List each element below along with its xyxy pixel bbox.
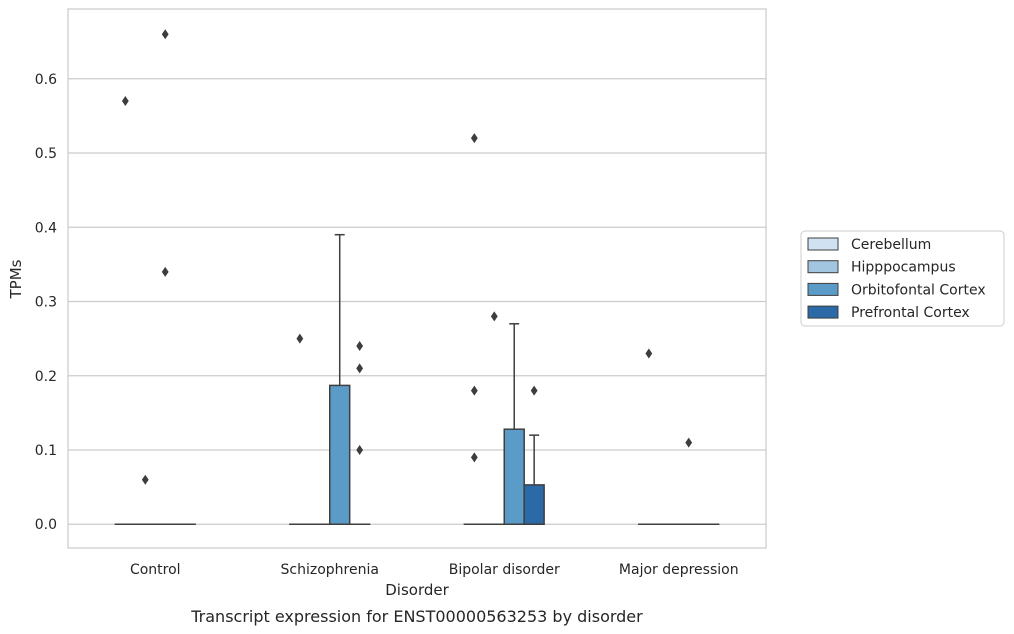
outlier-point bbox=[685, 437, 693, 448]
y-tick-label: 0.1 bbox=[35, 443, 57, 459]
legend-swatch bbox=[807, 305, 839, 319]
box-3-2 bbox=[523, 385, 545, 525]
box-0-2 bbox=[463, 133, 486, 526]
legend-swatch bbox=[807, 237, 839, 251]
legend-swatch bbox=[807, 260, 839, 274]
outlier-point bbox=[356, 341, 364, 352]
outlier-point bbox=[296, 333, 304, 344]
box-body bbox=[523, 484, 545, 525]
outlier-point bbox=[645, 348, 653, 359]
plot-frame bbox=[67, 8, 767, 549]
outlier-point bbox=[356, 445, 364, 455]
box-0-3 bbox=[638, 348, 660, 526]
y-axis-label: TPMs bbox=[7, 259, 25, 299]
outlier-point bbox=[161, 29, 169, 40]
outlier-point bbox=[121, 96, 129, 107]
x-tick-label: Bipolar disorder bbox=[449, 562, 560, 578]
y-tick-label: 0.5 bbox=[35, 146, 57, 162]
legend-frame bbox=[800, 230, 1005, 327]
box-1-0 bbox=[134, 474, 156, 526]
outlier-point bbox=[161, 266, 169, 277]
outlier-point bbox=[356, 363, 364, 374]
outlier-point bbox=[470, 385, 478, 396]
box-body bbox=[503, 428, 525, 525]
box-0-0 bbox=[114, 96, 137, 526]
y-tick-label: 0.6 bbox=[35, 72, 57, 88]
x-axis-label: Disorder bbox=[385, 581, 449, 599]
outlier-point bbox=[530, 385, 538, 396]
x-tick-label: Control bbox=[130, 562, 181, 578]
outlier-point bbox=[470, 452, 478, 463]
box-2-2 bbox=[503, 323, 525, 525]
figure-caption: Transcript expression for ENST0000056325… bbox=[190, 607, 643, 626]
y-axis-ticks: 0.0 0.1 0.2 0.3 0.4 0.5 0.6 bbox=[35, 72, 57, 533]
x-tick-label: Major depression bbox=[619, 562, 739, 578]
outlier-point bbox=[141, 474, 149, 485]
x-axis-ticks: Control Schizophrenia Bipolar disorder Majo… bbox=[130, 562, 739, 578]
y-tick-label: 0.2 bbox=[35, 369, 57, 385]
y-tick-label: 0.0 bbox=[35, 517, 57, 533]
box-2-1 bbox=[329, 233, 351, 525]
y-tick-label: 0.4 bbox=[35, 220, 57, 236]
outlier-point bbox=[490, 311, 498, 322]
box-0-1 bbox=[289, 333, 311, 526]
legend-label: Cerebellum bbox=[851, 237, 931, 253]
y-tick-label: 0.3 bbox=[35, 295, 57, 311]
box-1-2 bbox=[483, 311, 506, 526]
box-marks bbox=[114, 29, 720, 526]
box-body bbox=[329, 384, 351, 525]
legend-label: Orbitofontal Cortex bbox=[851, 282, 986, 298]
grid-lines bbox=[68, 78, 766, 525]
legend: Cerebellum Hipppocampus Orbitofontal Corte… bbox=[800, 230, 1005, 327]
legend-label: Prefrontal Cortex bbox=[851, 305, 970, 321]
legend-swatch bbox=[807, 282, 839, 296]
outlier-point bbox=[470, 133, 478, 144]
legend-label: Hipppocampus bbox=[851, 260, 956, 276]
x-tick-label: Schizophrenia bbox=[281, 562, 379, 578]
box-3-1 bbox=[348, 341, 371, 526]
box-2-3 bbox=[678, 437, 700, 526]
